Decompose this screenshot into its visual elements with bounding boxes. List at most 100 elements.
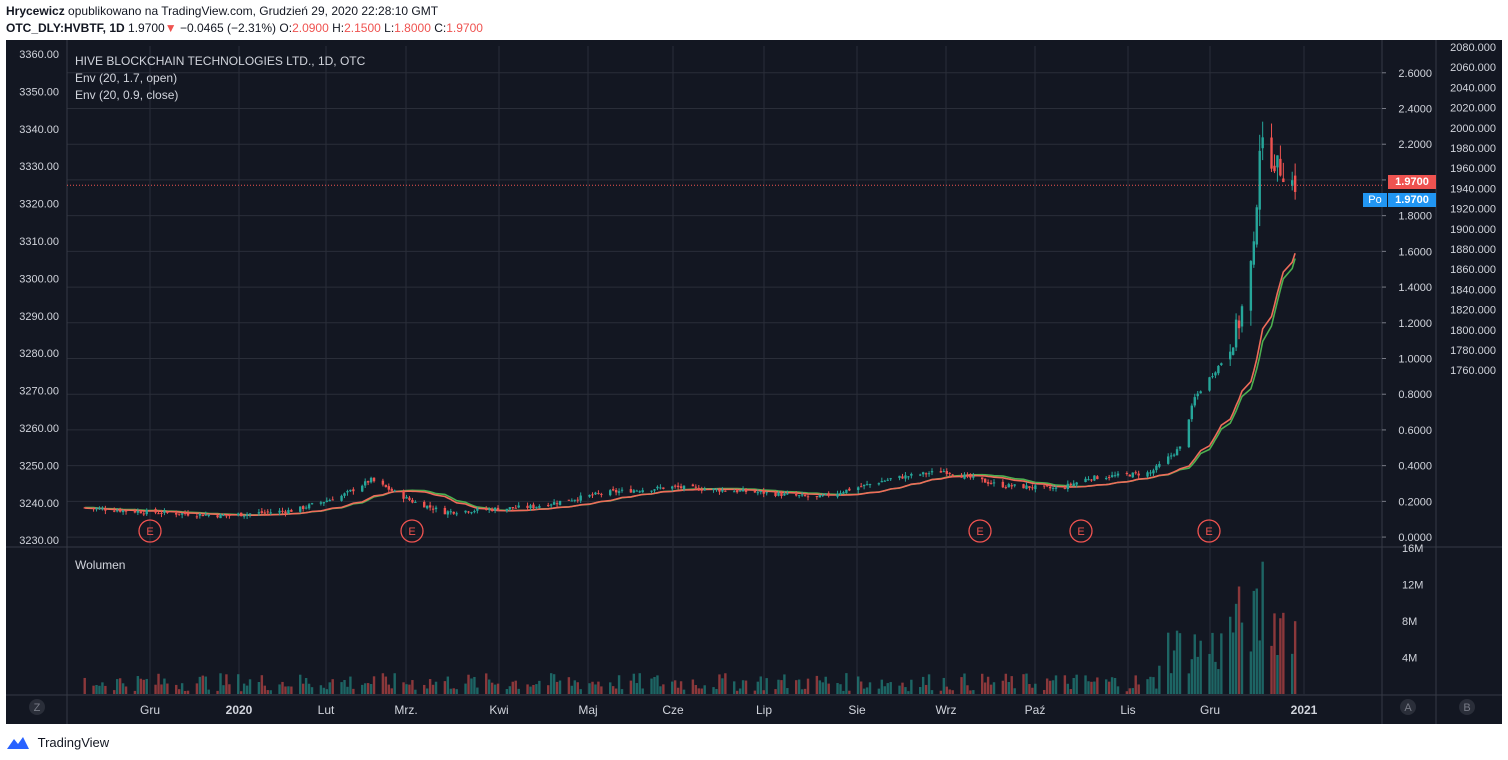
volume-bar bbox=[225, 674, 228, 694]
time-axis-label: Lis bbox=[1120, 703, 1135, 717]
volume-bar bbox=[1107, 681, 1111, 694]
volume-bar bbox=[836, 683, 839, 694]
candle-body bbox=[762, 490, 765, 494]
volume-bar bbox=[1208, 653, 1211, 694]
volume-bar bbox=[558, 680, 562, 694]
volume-bar bbox=[880, 679, 884, 694]
candle-body bbox=[248, 513, 252, 515]
candle-body bbox=[673, 485, 677, 487]
volume-bar bbox=[910, 679, 913, 694]
earnings-marker-label: E bbox=[976, 526, 983, 538]
volume-bar bbox=[133, 690, 137, 694]
candle-body bbox=[694, 486, 698, 488]
candle-body bbox=[157, 513, 160, 515]
volume-bar bbox=[145, 678, 148, 694]
candle-body bbox=[859, 486, 863, 488]
candle-body bbox=[1208, 377, 1211, 391]
candle-body bbox=[910, 473, 913, 476]
candle-body bbox=[679, 486, 683, 489]
zoom-button[interactable]: Z bbox=[34, 702, 41, 714]
candle-body bbox=[281, 510, 284, 512]
candle-body bbox=[526, 505, 529, 508]
volume-bar bbox=[343, 679, 346, 694]
candle-body bbox=[635, 490, 638, 492]
candle-body bbox=[588, 494, 591, 497]
candle-body bbox=[319, 502, 323, 504]
volume-bar bbox=[1276, 655, 1279, 694]
candle-body bbox=[449, 511, 452, 513]
down-arrow-icon: ▼ bbox=[164, 21, 177, 35]
candle-body bbox=[945, 471, 948, 474]
volume-bar bbox=[118, 678, 122, 694]
candle-body bbox=[777, 492, 780, 496]
volume-bar bbox=[1190, 659, 1194, 694]
chart-area[interactable]: 3360.00 3350.00 3340.00 3330.00 3320.00 3310.… bbox=[6, 40, 1502, 724]
volume-bar bbox=[691, 679, 695, 694]
volume-bar bbox=[508, 686, 512, 694]
env-close-line bbox=[84, 252, 1296, 516]
candle-body bbox=[1270, 137, 1273, 169]
price-axis-tick: 1.6000 bbox=[1398, 246, 1432, 258]
candle-body bbox=[848, 488, 851, 491]
candle-body bbox=[600, 493, 603, 495]
candle-body bbox=[464, 510, 467, 513]
volume-bar bbox=[423, 684, 426, 694]
candle-body bbox=[1276, 155, 1279, 168]
candle-body bbox=[121, 510, 125, 513]
price-change: −0.0465 (−2.31%) bbox=[179, 21, 277, 35]
candle-body bbox=[180, 513, 184, 515]
candle-body bbox=[1131, 472, 1134, 478]
open-label: O: bbox=[279, 21, 293, 35]
volume-bar bbox=[1125, 691, 1129, 694]
candlestick-chart[interactable]: 3360.00 3350.00 3340.00 3330.00 3320.00 3310.… bbox=[6, 40, 1502, 724]
volume-bar bbox=[1187, 673, 1191, 694]
volume-bar bbox=[352, 688, 355, 694]
volume-bar bbox=[1131, 688, 1134, 694]
candle-body bbox=[573, 499, 576, 501]
candle-body bbox=[659, 487, 662, 489]
candle-body bbox=[352, 489, 355, 492]
auto-scale-button[interactable]: A bbox=[1404, 702, 1412, 714]
volume-bar bbox=[1028, 684, 1031, 694]
volume-bar bbox=[877, 688, 881, 694]
volume-bar bbox=[266, 690, 269, 694]
volume-bar bbox=[290, 686, 293, 694]
candle-body bbox=[839, 492, 842, 494]
candle-body bbox=[1158, 463, 1161, 467]
volume-bar bbox=[301, 683, 305, 694]
earnings-marker-label: E bbox=[146, 526, 153, 538]
candle-body bbox=[328, 499, 331, 502]
candle-body bbox=[369, 477, 373, 483]
volume-bar bbox=[733, 681, 736, 694]
candle-body bbox=[1075, 482, 1078, 485]
tradingview-footer: TradingView bbox=[6, 734, 109, 750]
candle-body bbox=[1255, 207, 1258, 245]
candle-body bbox=[650, 490, 653, 492]
volume-bar bbox=[827, 683, 830, 694]
volume-bar bbox=[219, 673, 222, 694]
volume-bar bbox=[269, 690, 272, 694]
candle-body bbox=[1196, 393, 1199, 397]
volume-bar bbox=[662, 684, 665, 694]
volume-bar bbox=[204, 676, 207, 694]
candle-body bbox=[1279, 158, 1282, 176]
candle-body bbox=[177, 513, 181, 515]
candle-body bbox=[113, 510, 116, 512]
candle-body bbox=[547, 505, 550, 507]
volume-bar bbox=[449, 688, 452, 694]
candle-body bbox=[821, 494, 824, 496]
candle-body bbox=[1093, 475, 1096, 481]
candle-body bbox=[1028, 486, 1031, 488]
scale-b-button[interactable]: B bbox=[1463, 702, 1470, 714]
volume-bar bbox=[842, 690, 845, 694]
overlay-axis-tick: 1860.000 bbox=[1450, 264, 1496, 276]
candle-body bbox=[405, 496, 408, 499]
candle-body bbox=[641, 490, 644, 493]
candle-body bbox=[715, 488, 718, 490]
volume-bar bbox=[1134, 675, 1137, 694]
overlay-axis-tick: 1840.000 bbox=[1450, 284, 1496, 296]
volume-bar bbox=[402, 682, 405, 694]
candle-body bbox=[304, 507, 308, 509]
volume-bar bbox=[372, 676, 376, 694]
volume-bar bbox=[1128, 688, 1132, 694]
